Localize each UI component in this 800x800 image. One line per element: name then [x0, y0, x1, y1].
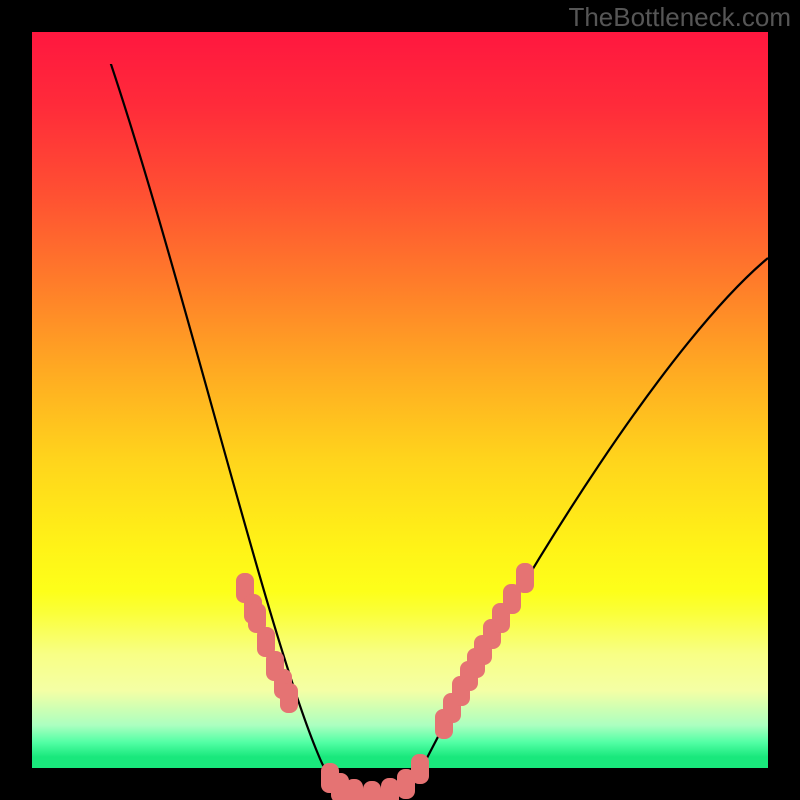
data-dot: [397, 769, 415, 799]
plot-area: [32, 32, 768, 768]
chart-stage: TheBottleneck.com: [0, 0, 800, 800]
watermark-text: TheBottleneck.com: [568, 2, 791, 33]
data-dot: [331, 773, 349, 800]
chart-svg: [0, 0, 800, 800]
